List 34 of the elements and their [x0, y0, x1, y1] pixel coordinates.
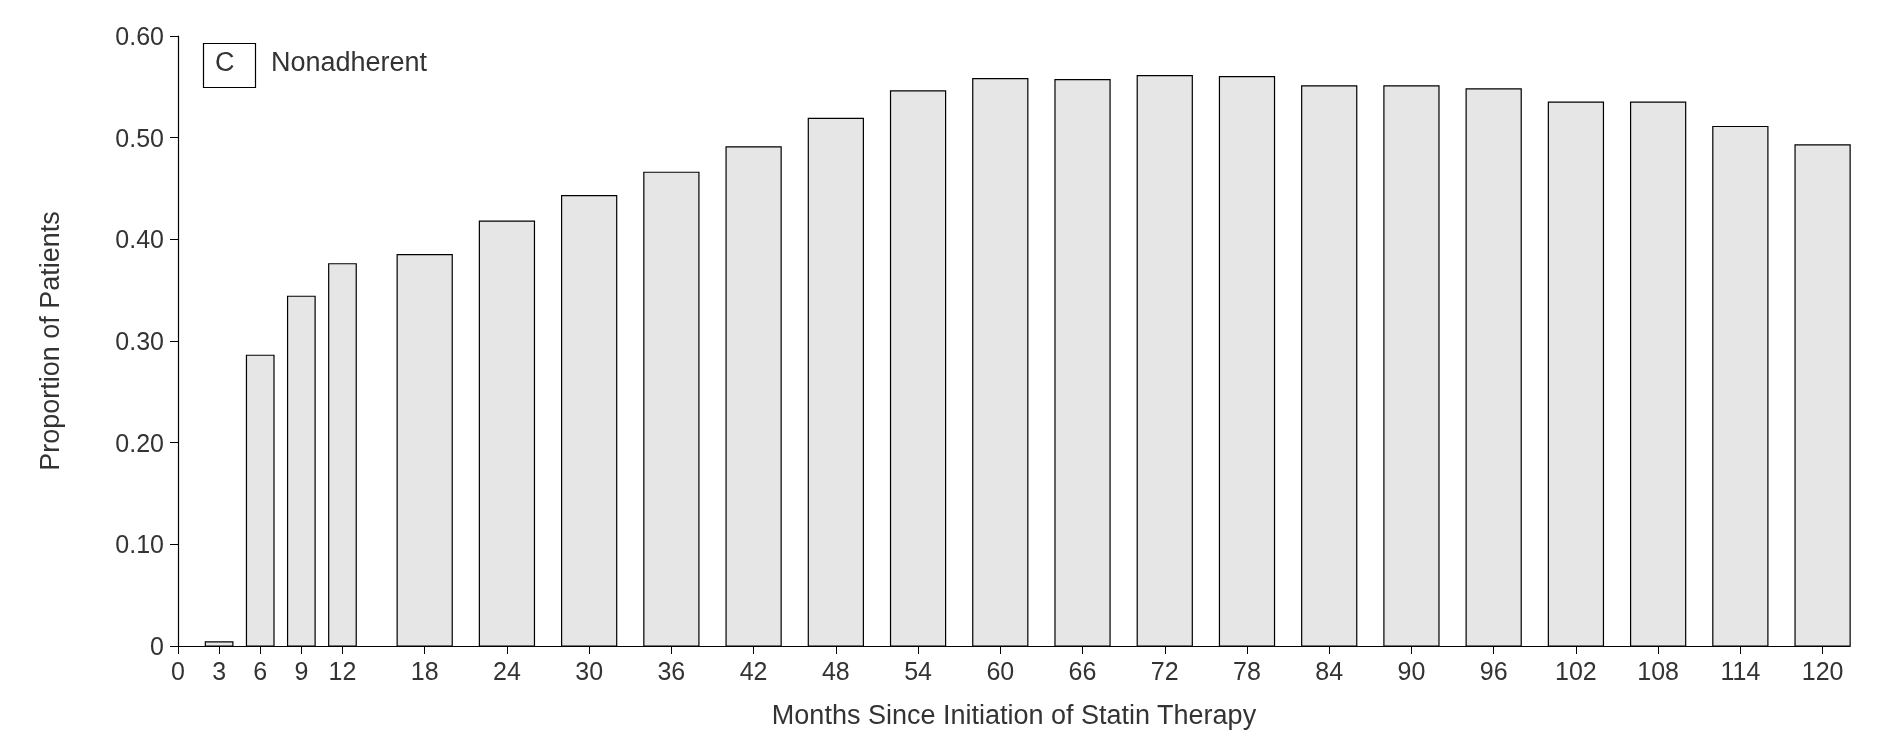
- y-tick-label: 0.40: [115, 225, 164, 254]
- y-tick-label: 0: [150, 632, 164, 660]
- x-tick-label: 6: [253, 656, 268, 685]
- x-axis-title: Months Since Initiation of Statin Therapy: [771, 699, 1257, 730]
- x-tick-label: 120: [1801, 656, 1844, 685]
- x-tick-label: 66: [1068, 656, 1097, 685]
- chart-title: C: [215, 46, 235, 77]
- x-tick-label: 42: [739, 656, 768, 685]
- x-tick-label: 114: [1720, 656, 1761, 685]
- x-tick-label: 54: [904, 656, 933, 685]
- x-tick-label: 30: [575, 656, 604, 685]
- y-tick-label: 0.30: [115, 327, 164, 355]
- x-tick-label: 108: [1637, 656, 1679, 685]
- x-tick-label: 3: [212, 656, 227, 685]
- x-tick-label: 18: [410, 656, 439, 685]
- x-tick-label: 90: [1397, 656, 1426, 685]
- y-tick-label: 0.50: [115, 123, 164, 152]
- x-tick-label: 72: [1150, 656, 1179, 685]
- y-tick-label: 0.20: [115, 428, 164, 457]
- x-tick-label: 12: [328, 656, 357, 685]
- x-tick-label: 24: [493, 656, 521, 685]
- x-tick-label: 60: [986, 656, 1015, 685]
- chart-subtitle: Nonadherent: [271, 46, 428, 77]
- x-tick-label: 96: [1479, 656, 1508, 685]
- y-tick-label: 0.10: [115, 530, 164, 559]
- y-tick-label: 0.60: [115, 22, 164, 50]
- x-tick-label: 102: [1555, 656, 1597, 685]
- y-axis-title: Proportion of Patients: [34, 211, 65, 471]
- x-tick-label: 84: [1315, 656, 1344, 685]
- x-tick-label: 78: [1233, 656, 1261, 685]
- x-tick-label: 0: [171, 656, 185, 685]
- x-tick-label: 48: [821, 656, 850, 685]
- x-tick-label: 9: [294, 656, 309, 685]
- x-tick-label: 36: [657, 656, 686, 685]
